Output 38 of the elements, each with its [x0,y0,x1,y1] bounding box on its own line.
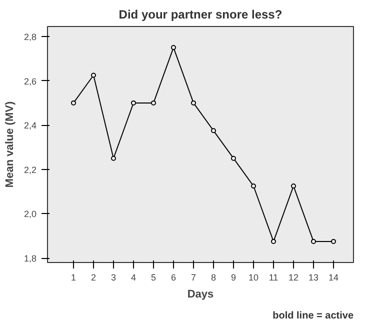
x-tick-label: 12 [288,272,299,282]
y-tick-label: 2,8 [24,32,37,42]
point [311,238,316,244]
point [151,100,156,106]
x-tick-label: 13 [308,272,319,282]
point [211,128,216,134]
x-tick-label: 6 [170,272,176,282]
point [231,156,236,161]
point [111,156,116,161]
y-axis-title: Mean value (MV) [4,101,16,188]
x-tick-label: 14 [328,272,339,282]
point [251,184,256,189]
point [131,100,136,106]
x-tick-label: 4 [130,272,136,282]
point [71,100,76,106]
x-tick-label: 9 [230,272,236,282]
x-tick-label: 10 [248,272,259,282]
point [291,184,296,189]
text: bold line = active [272,310,354,322]
chart-title: Did your partner snore less? [118,8,282,22]
x-tick-label: 5 [150,272,156,282]
x-tick-label: 8 [210,272,216,282]
x-tick-label: 2 [90,272,96,282]
point [191,100,196,106]
point [331,238,336,244]
point [91,72,96,78]
y-tick-label: 2,6 [24,76,37,86]
y-tick-label: 2,0 [24,209,37,220]
y-tick-label: 2,2 [24,164,37,175]
x-tick-label: 11 [268,272,278,282]
y-tick-label: 1,8 [24,254,37,264]
x-axis-title: Days [187,288,214,300]
point [171,45,176,50]
y-tick-label: 2,4 [24,120,37,131]
x-tick-label: 7 [190,272,196,282]
x-tick-label: 1 [70,272,76,282]
point [271,238,276,244]
x-tick-label: 3 [110,272,116,282]
